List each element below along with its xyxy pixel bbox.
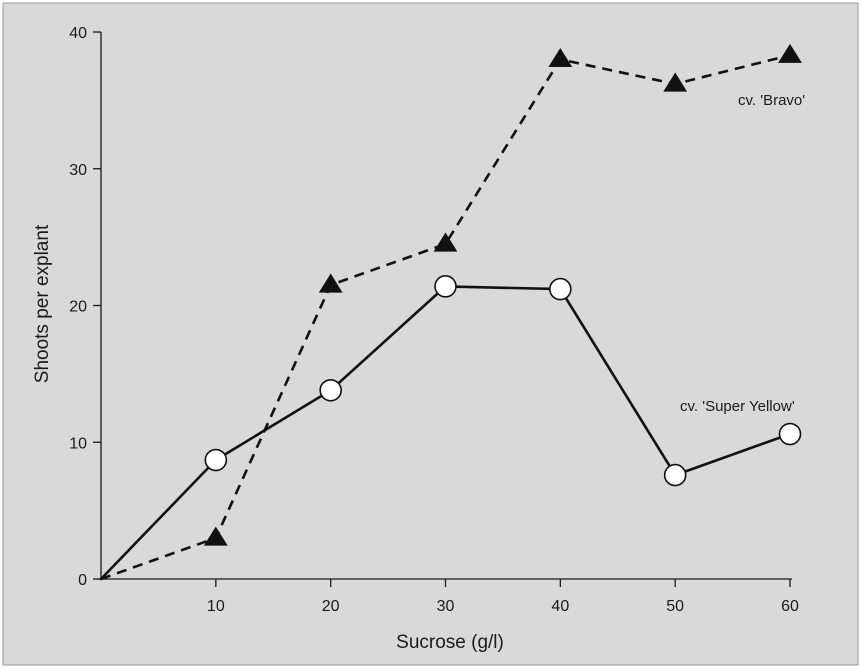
labels-layer: Sucrose (g/l) Shoots per explant cv. 'Br… — [32, 92, 805, 653]
y-tick-label: 0 — [78, 572, 87, 589]
x-tick-label: 40 — [551, 598, 569, 615]
y-tick-label: 20 — [69, 299, 87, 316]
data-point-bravo — [433, 232, 458, 252]
axes: 0 10 20 30 40 10 20 30 40 50 60 — [69, 25, 799, 615]
series-label-bravo: cv. 'Bravo' — [738, 92, 805, 109]
data-point-super-yellow — [663, 463, 687, 487]
series-layer — [99, 43, 802, 581]
x-axis-title: Sucrose (g/l) — [396, 632, 504, 653]
data-point-bravo — [203, 526, 228, 546]
data-point-super-yellow — [549, 277, 572, 301]
data-point-super-yellow — [319, 378, 342, 402]
data-point-bravo — [663, 72, 688, 92]
data-point-bravo — [548, 47, 573, 67]
x-tick-label: 20 — [322, 598, 340, 615]
data-point-bravo — [318, 273, 343, 293]
x-tick-label: 60 — [781, 598, 799, 615]
data-point-super-yellow — [434, 275, 457, 298]
data-point-super-yellow — [204, 448, 228, 472]
y-tick-label: 30 — [69, 162, 87, 179]
data-point-super-yellow — [778, 422, 802, 446]
x-tick-label: 30 — [437, 598, 455, 615]
x-tick-label: 50 — [666, 598, 684, 615]
x-tick-label: 10 — [207, 598, 225, 615]
y-tick-label: 40 — [69, 25, 87, 42]
data-point-bravo — [778, 43, 802, 63]
series-label-super-yellow: cv. 'Super Yellow' — [680, 398, 795, 415]
y-axis-title: Shoots per explant — [32, 224, 53, 383]
y-tick-label: 10 — [69, 435, 87, 452]
